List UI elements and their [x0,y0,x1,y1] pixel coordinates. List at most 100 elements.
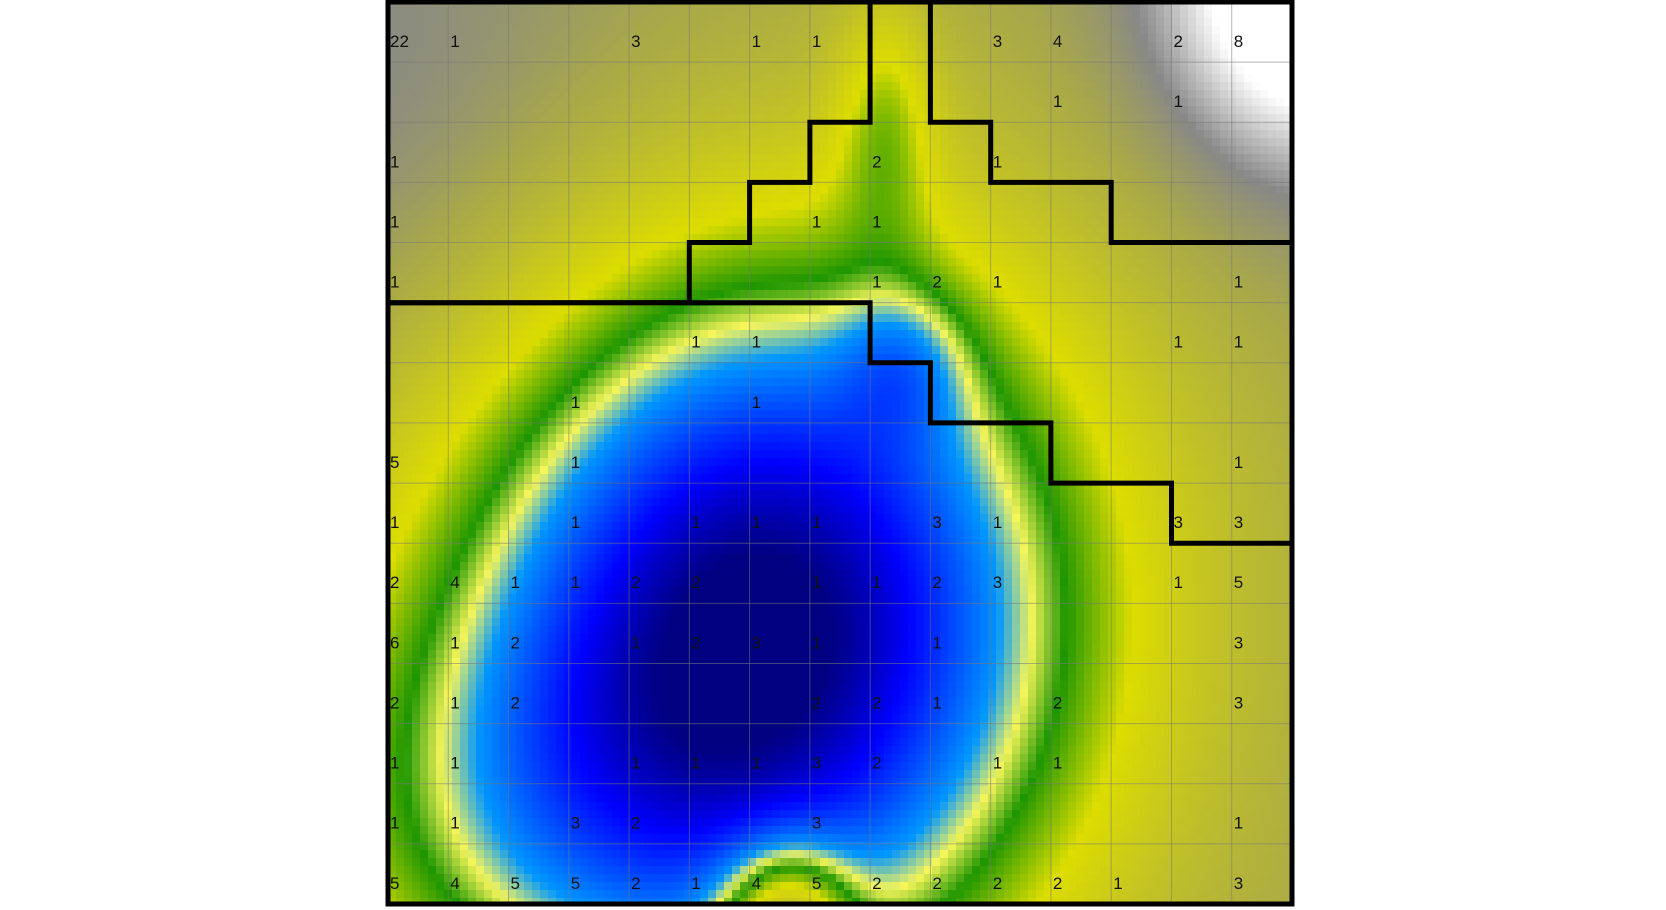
heat-pixel [588,146,597,155]
heat-pixel [524,114,533,123]
heat-pixel [468,122,477,131]
heat-pixel [716,74,725,83]
heat-pixel [892,290,901,299]
heat-pixel [524,322,533,331]
heat-pixel [1020,98,1029,107]
heat-pixel [1252,346,1261,355]
heat-pixel [1204,90,1213,99]
heat-pixel [508,2,517,11]
heat-pixel [868,138,877,147]
heat-pixel [516,10,525,19]
heat-pixel [1076,122,1085,131]
heat-pixel [676,122,685,131]
heat-pixel [1036,226,1045,235]
heat-pixel [652,122,661,131]
heat-pixel [428,18,437,27]
heat-pixel [1044,346,1053,355]
heat-pixel [596,130,605,139]
heat-pixel [1116,106,1125,115]
heat-pixel [764,114,773,123]
heat-pixel [468,10,477,19]
heat-pixel [892,202,901,211]
heat-pixel [428,250,437,259]
heat-pixel [836,50,845,59]
heat-pixel [708,50,717,59]
heat-pixel [796,258,805,267]
heat-pixel [1092,162,1101,171]
heat-pixel [1252,314,1261,323]
heat-pixel [436,82,445,91]
heat-pixel [1068,194,1077,203]
heat-pixel [596,34,605,43]
heat-pixel [1004,122,1013,131]
heat-pixel [468,202,477,211]
heat-pixel [1132,346,1141,355]
heat-pixel [1204,74,1213,83]
heat-pixel [436,250,445,259]
heat-pixel [516,226,525,235]
heat-pixel [1012,162,1021,171]
heat-pixel [412,306,421,315]
heat-pixel [732,122,741,131]
heat-pixel [1164,170,1173,179]
heat-pixel [844,306,853,315]
heat-pixel [500,274,509,283]
heat-pixel [1132,242,1141,251]
heat-pixel [860,34,869,43]
heat-pixel [1012,90,1021,99]
heat-pixel [1052,18,1061,27]
heat-pixel [1132,114,1141,123]
heat-pixel [492,274,501,283]
heat-pixel [1068,338,1077,347]
heat-pixel [516,42,525,51]
heat-pixel [716,274,725,283]
heat-pixel [1172,162,1181,171]
heat-pixel [660,314,669,323]
heat-pixel [1124,2,1133,11]
heat-pixel [1212,2,1221,11]
heat-pixel [852,218,861,227]
heat-pixel [516,170,525,179]
heat-pixel [428,66,437,75]
heat-pixel [740,306,749,315]
heat-pixel [396,10,405,19]
heat-pixel [1124,346,1133,355]
heat-pixel [460,114,469,123]
heat-pixel [1012,154,1021,163]
heat-pixel [1236,162,1245,171]
heat-pixel [836,138,845,147]
heat-pixel [732,290,741,299]
heat-pixel [1076,26,1085,35]
heat-pixel [1164,234,1173,243]
heat-pixel [916,322,925,331]
heat-pixel [708,274,717,283]
heat-pixel [1028,50,1037,59]
heat-pixel [628,66,637,75]
heat-pixel [1076,226,1085,235]
heat-pixel [1044,202,1053,211]
heat-pixel [1164,346,1173,355]
heat-pixel [1004,346,1013,355]
heat-pixel [956,2,965,11]
heat-pixel [468,2,477,11]
heat-pixel [604,242,613,251]
heat-pixel [516,338,525,347]
heat-pixel [788,226,797,235]
heat-pixel [484,186,493,195]
heat-pixel [748,90,757,99]
heat-pixel [1124,210,1133,219]
heat-pixel [1020,154,1029,163]
heat-pixel [748,122,757,131]
heat-pixel [596,306,605,315]
heat-pixel [708,282,717,291]
heat-pixel [404,186,413,195]
heat-pixel [556,186,565,195]
heat-pixel [676,346,685,355]
heat-pixel [1108,10,1117,19]
heat-pixel [1148,146,1157,155]
heat-pixel [1020,282,1029,291]
heat-pixel [500,306,509,315]
heat-pixel [1276,138,1285,147]
heat-pixel [1236,10,1245,19]
heat-pixel [700,202,709,211]
